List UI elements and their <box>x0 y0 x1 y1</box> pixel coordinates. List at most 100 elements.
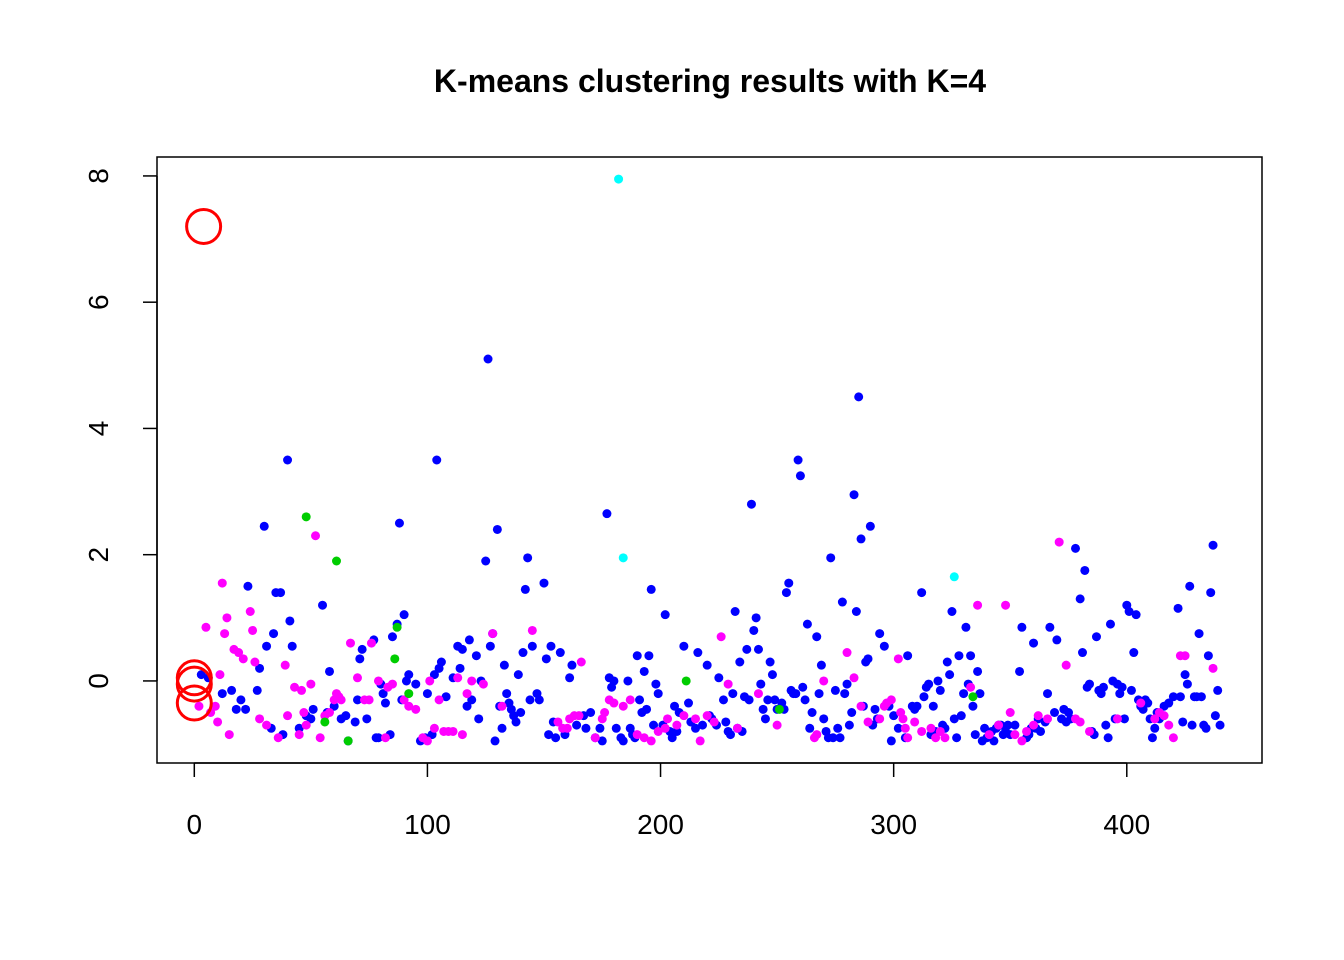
data-point-blue <box>756 679 766 689</box>
data-point-blue <box>283 455 293 465</box>
data-point-magenta <box>325 708 335 717</box>
data-point-blue <box>763 695 773 705</box>
data-point-blue <box>917 588 927 598</box>
data-point-blue <box>1077 648 1087 658</box>
data-point-blue <box>1147 733 1157 743</box>
data-point-blue <box>471 651 481 661</box>
data-point-magenta <box>238 654 248 664</box>
data-point-magenta <box>702 711 712 721</box>
data-point-magenta <box>425 676 435 686</box>
data-point-blue <box>1098 682 1108 692</box>
plot-frame <box>156 156 1263 764</box>
data-point-blue <box>196 670 206 680</box>
data-point-magenta <box>984 730 994 740</box>
x-tick-label: 200 <box>637 809 684 840</box>
data-point-blue <box>728 689 738 699</box>
data-point-blue <box>490 736 500 746</box>
data-point-blue <box>539 578 549 588</box>
data-point-magenta <box>732 723 742 733</box>
data-point-blue <box>1084 679 1094 689</box>
data-point-blue <box>725 730 735 740</box>
data-point-magenta <box>1168 733 1178 743</box>
data-point-blue <box>581 723 591 733</box>
data-point-magenta <box>194 701 204 711</box>
data-point-blue <box>753 644 763 654</box>
data-point-blue <box>276 588 286 598</box>
data-point-blue <box>432 455 442 465</box>
data-point-blue <box>485 641 495 651</box>
data-point-blue <box>1010 720 1020 730</box>
data-point-blue <box>1203 651 1213 661</box>
data-point-blue <box>492 524 502 534</box>
data-point-blue <box>1168 692 1178 702</box>
data-point-blue <box>399 610 409 620</box>
data-point-blue <box>1101 720 1111 730</box>
data-point-magenta <box>497 701 507 711</box>
data-point-magenta <box>679 711 689 721</box>
data-point-blue <box>749 625 759 635</box>
data-point-blue <box>555 648 565 658</box>
data-point-magenta <box>453 673 463 683</box>
data-point-magenta <box>994 720 1004 730</box>
data-point-blue <box>670 701 680 711</box>
data-point-blue <box>961 622 971 632</box>
x-tick-label: 0 <box>187 809 203 840</box>
data-point-blue <box>760 714 770 724</box>
data-point-blue <box>231 704 241 714</box>
data-point-blue <box>527 641 537 651</box>
data-point-blue <box>875 629 885 639</box>
data-point-blue <box>805 723 815 733</box>
data-point-blue <box>541 654 551 664</box>
data-point-blue <box>618 736 628 746</box>
data-point-blue <box>481 556 491 566</box>
y-tick-label: 6 <box>83 294 114 310</box>
data-point-blue <box>352 695 362 705</box>
x-tick-label: 300 <box>870 809 917 840</box>
data-point-magenta <box>886 695 896 705</box>
data-point-blue <box>837 597 847 607</box>
data-point-blue <box>285 616 295 626</box>
data-point-magenta <box>695 736 705 746</box>
data-point-blue <box>546 641 556 651</box>
cluster-center-marker <box>185 207 223 245</box>
data-point-blue <box>642 704 652 714</box>
data-point-magenta <box>217 578 227 588</box>
data-point-blue <box>511 717 521 727</box>
data-point-blue <box>1017 622 1027 632</box>
data-point-blue <box>467 695 477 705</box>
data-point-blue <box>973 666 983 676</box>
data-point-magenta <box>653 726 663 736</box>
data-points <box>175 174 1225 746</box>
data-point-magenta <box>753 689 763 699</box>
data-point-magenta <box>1084 726 1094 736</box>
data-point-magenta <box>457 730 467 740</box>
data-point-magenta <box>940 733 950 743</box>
data-point-blue <box>742 644 752 654</box>
data-point-blue <box>523 553 533 563</box>
data-point-magenta <box>213 717 223 727</box>
x-axis: 0 100 200 300 400 <box>187 762 1150 840</box>
data-point-blue <box>306 714 316 724</box>
data-point-magenta <box>1075 717 1085 727</box>
data-point-magenta <box>336 695 346 705</box>
data-point-magenta <box>434 695 444 705</box>
data-point-blue <box>1143 698 1153 708</box>
chart-title: K-means clustering results with K=4 <box>434 63 986 99</box>
data-point-blue <box>814 689 824 699</box>
y-axis: 0 2 4 6 8 <box>83 168 158 689</box>
data-point-blue <box>611 723 621 733</box>
data-point-green <box>774 704 784 714</box>
data-point-blue <box>770 695 780 705</box>
data-point-blue <box>380 698 390 708</box>
data-point-magenta <box>609 698 619 708</box>
data-point-magenta <box>283 711 293 721</box>
data-point-blue <box>595 723 605 733</box>
data-point-blue <box>1126 685 1136 695</box>
data-point-blue <box>672 726 682 736</box>
data-point-blue <box>849 490 859 500</box>
data-point-magenta <box>248 625 258 635</box>
data-point-blue <box>863 654 873 664</box>
data-point-cyan <box>949 572 959 582</box>
data-point-green <box>681 676 691 686</box>
